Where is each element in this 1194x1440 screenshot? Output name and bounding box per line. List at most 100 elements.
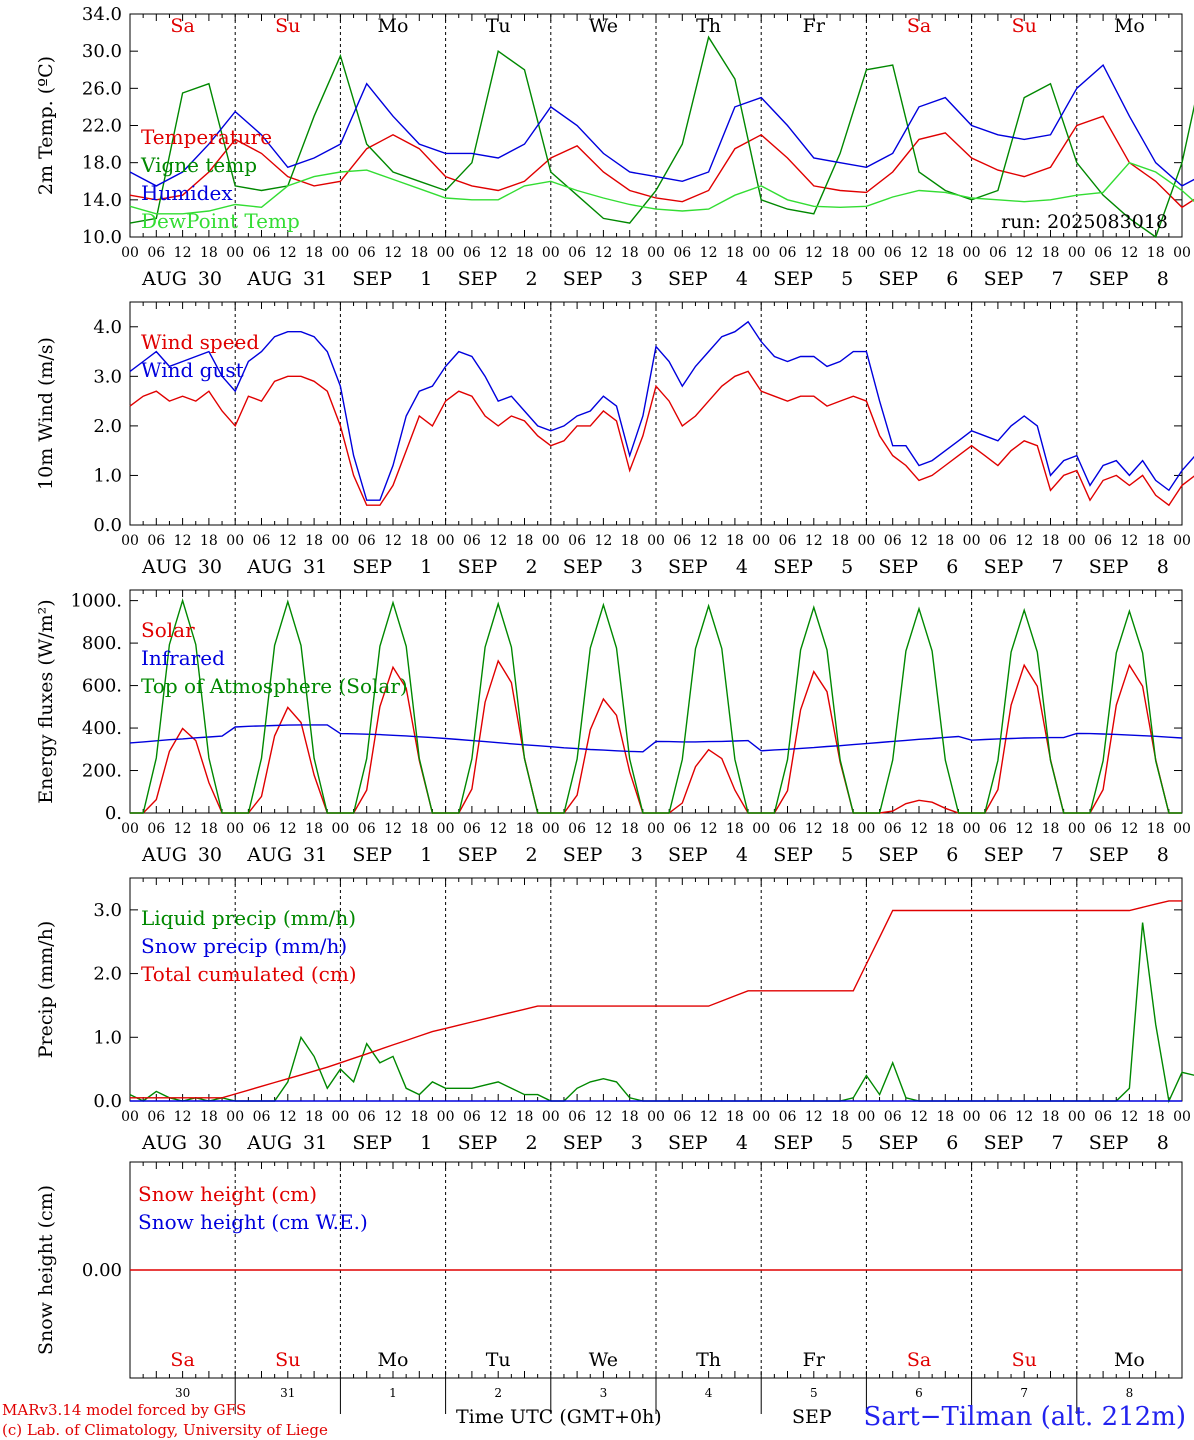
- date-month-label: SEP: [458, 1132, 498, 1154]
- hour-label: 06: [463, 245, 481, 261]
- date-day-label: 5: [841, 844, 853, 866]
- hour-label: 18: [1042, 821, 1060, 837]
- hour-label: 06: [147, 821, 165, 837]
- hour-label: 12: [700, 245, 718, 261]
- hour-label: 00: [752, 533, 770, 549]
- date-day-label: 6: [946, 1132, 958, 1154]
- date-month-label: SEP: [458, 268, 498, 290]
- hour-label: 18: [936, 1109, 954, 1125]
- hour-label: 06: [358, 821, 376, 837]
- date-month-label: SEP: [668, 268, 708, 290]
- date-day-label: 30: [198, 1132, 222, 1154]
- weekday-label: Mo: [378, 15, 409, 37]
- hour-label: 00: [542, 1109, 560, 1125]
- hour-label: 18: [726, 1109, 744, 1125]
- hour-label: 06: [1094, 245, 1112, 261]
- date-day-label: 4: [736, 1132, 748, 1154]
- x-axis-label: Time UTC (GMT+0h): [456, 1406, 662, 1428]
- panel-2: [129, 301, 1194, 526]
- date-day-label: 5: [841, 268, 853, 290]
- y-tick-label: 30.0: [82, 41, 122, 62]
- legend-entry: Snow precip (mm/h): [141, 934, 347, 958]
- date-day-label: 31: [303, 268, 327, 290]
- hour-label: 12: [1120, 245, 1138, 261]
- date-day-label: 7: [1052, 1132, 1064, 1154]
- weekday-label: Su: [275, 15, 300, 37]
- legend-entry: Snow height (cm W.E.): [138, 1210, 368, 1234]
- date-day-label: 7: [1052, 268, 1064, 290]
- hour-label: 00: [1173, 245, 1191, 261]
- hour-label: 12: [910, 1109, 928, 1125]
- hour-label: 12: [594, 1109, 612, 1125]
- weekday-label: We: [589, 1349, 618, 1371]
- hour-label: 18: [621, 245, 639, 261]
- date-month-label: SEP: [773, 556, 813, 578]
- date-month-label: SEP: [563, 268, 603, 290]
- hour-label: 00: [647, 1109, 665, 1125]
- hour-label: 18: [200, 1109, 218, 1125]
- hour-label: 06: [1094, 533, 1112, 549]
- date-month-label: SEP: [773, 268, 813, 290]
- date-month-label: SEP: [984, 1132, 1024, 1154]
- y-tick-label: 26.0: [82, 78, 122, 99]
- y-tick-label: 600.: [82, 676, 122, 697]
- hour-label: 18: [831, 821, 849, 837]
- hour-label: 12: [700, 533, 718, 549]
- hour-label: 00: [857, 821, 875, 837]
- date-month-label: SEP: [352, 1132, 392, 1154]
- hour-label: 18: [410, 821, 428, 837]
- weekday-label: Sa: [907, 1349, 931, 1371]
- y-tick-label: 0.00: [82, 1260, 122, 1281]
- panel-3: [129, 589, 1183, 814]
- legend-entry: Solar: [141, 618, 195, 642]
- hour-label: 00: [121, 1109, 139, 1125]
- hour-label: 00: [121, 245, 139, 261]
- date-month-label: SEP: [1089, 268, 1129, 290]
- date-day-label: 31: [303, 844, 327, 866]
- date-day-label: 3: [631, 556, 643, 578]
- hour-label: 06: [358, 533, 376, 549]
- hour-label: 00: [857, 1109, 875, 1125]
- date-month-label: SEP: [563, 1132, 603, 1154]
- date-day-label: 1: [420, 556, 432, 578]
- y-tick-label: 800.: [82, 633, 122, 654]
- hour-label: 12: [174, 245, 192, 261]
- series-line: [129, 922, 1194, 1104]
- y-axis-label: 2m Temp. (ºC): [35, 56, 57, 195]
- hour-label: 12: [384, 533, 402, 549]
- hour-label: 06: [779, 245, 797, 261]
- hour-label: 12: [910, 533, 928, 549]
- hour-label: 12: [489, 245, 507, 261]
- weekday-label: Sa: [907, 15, 931, 37]
- hour-label: 00: [857, 245, 875, 261]
- date-month-label: SEP: [352, 556, 392, 578]
- hour-label: 06: [147, 245, 165, 261]
- hour-label: 18: [516, 533, 534, 549]
- date-day-label: 3: [631, 268, 643, 290]
- hour-label: 06: [1094, 821, 1112, 837]
- hour-label: 18: [1042, 1109, 1060, 1125]
- weekday-label: Tu: [486, 15, 511, 37]
- date-day-label: 6: [946, 556, 958, 578]
- date-month-label: SEP: [563, 844, 603, 866]
- legend-entry: Infrared: [141, 646, 225, 670]
- y-tick-label: 200.: [82, 761, 122, 782]
- weekday-label: Mo: [1114, 15, 1145, 37]
- hour-label: 12: [489, 533, 507, 549]
- hour-label: 12: [174, 821, 192, 837]
- hour-label: 12: [594, 245, 612, 261]
- day-number-label: 4: [705, 1386, 713, 1400]
- hour-label: 18: [726, 245, 744, 261]
- day-number-label: 7: [1020, 1386, 1028, 1400]
- legend-entry: DewPoint Temp: [141, 209, 300, 233]
- hour-label: 00: [226, 533, 244, 549]
- date-day-label: 8: [1157, 1132, 1169, 1154]
- hour-label: 00: [963, 245, 981, 261]
- hour-label: 18: [516, 245, 534, 261]
- hour-label: 12: [1120, 1109, 1138, 1125]
- panel-1: [129, 13, 1194, 239]
- hour-label: 18: [936, 245, 954, 261]
- date-day-label: 4: [736, 556, 748, 578]
- day-number-label: 3: [600, 1386, 608, 1400]
- y-tick-label: 1.0: [93, 465, 122, 486]
